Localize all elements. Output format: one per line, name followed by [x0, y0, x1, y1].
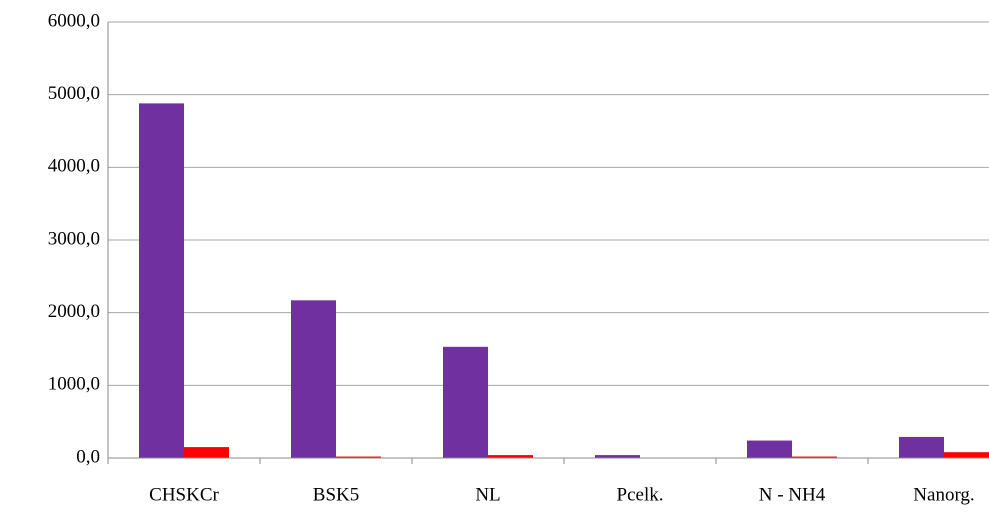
y-tick-label: 3000,0 — [48, 228, 100, 249]
bar — [184, 447, 229, 458]
bar — [747, 440, 792, 458]
y-tick-label: 6000,0 — [48, 10, 100, 31]
x-tick-label: NL — [475, 484, 500, 505]
y-tick-label: 0,0 — [76, 446, 100, 467]
x-tick-label: Nanorg. — [913, 484, 974, 505]
bar — [595, 455, 640, 458]
y-tick-label: 1000,0 — [48, 374, 100, 395]
bar — [488, 455, 533, 458]
bar — [291, 300, 336, 458]
y-tick-label: 2000,0 — [48, 301, 100, 322]
bar — [443, 346, 488, 458]
y-tick-label: 4000,0 — [48, 156, 100, 177]
bar — [792, 456, 837, 458]
bar — [944, 452, 989, 458]
bar — [139, 103, 184, 459]
x-tick-label: N - NH4 — [759, 484, 826, 505]
bar — [899, 436, 944, 458]
x-tick-label: CHSKCr — [149, 484, 219, 505]
y-tick-label: 5000,0 — [48, 83, 100, 104]
bar — [336, 456, 381, 458]
x-tick-label: Pcelk. — [617, 484, 664, 505]
x-tick-label: BSK5 — [313, 484, 359, 505]
